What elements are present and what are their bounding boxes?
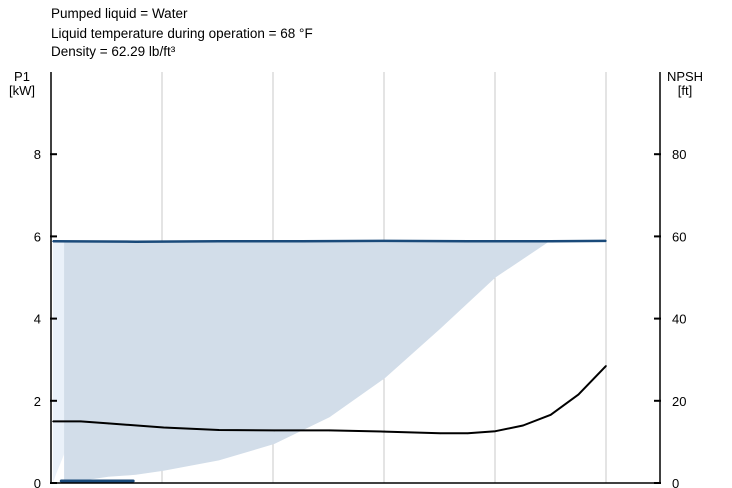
power-point-2 — [218, 240, 220, 243]
right-tick-label-2: 40 — [672, 312, 686, 327]
power-curve — [52, 239, 607, 243]
right-tick-label-1: 20 — [672, 394, 686, 409]
left-tick-label-1: 2 — [34, 394, 41, 409]
left-tick-label-4: 8 — [34, 147, 41, 162]
left-axis-title: P1 [kW] — [2, 70, 42, 98]
npsh-point-11 — [522, 424, 524, 427]
power-point-7 — [605, 240, 607, 242]
areas — [53, 240, 607, 483]
series — [52, 239, 607, 483]
left-tick-label-2: 4 — [34, 312, 41, 327]
power-point-0 — [52, 240, 54, 243]
npsh-point-1 — [79, 420, 82, 423]
npsh-point-3 — [162, 426, 165, 429]
npsh-point-5 — [273, 429, 276, 432]
right-tick-label-3: 60 — [672, 229, 686, 244]
right-tick-label-4: 80 — [672, 147, 686, 162]
info-liquid-temperature: Liquid temperature during operation = 68… — [51, 26, 313, 41]
power-point-6 — [549, 240, 552, 243]
power-point-4 — [384, 240, 386, 242]
power-point-5 — [467, 240, 469, 243]
right-axis-unit: [ft] — [677, 83, 693, 98]
left-axis-label: P1 — [14, 69, 30, 84]
npsh-point-12 — [549, 414, 552, 416]
npsh-point-6 — [328, 429, 331, 432]
right-tick-label-0: 0 — [672, 476, 679, 488]
npsh-point-10 — [494, 430, 497, 433]
right-axis-title: NPSH [ft] — [664, 70, 706, 98]
npsh-point-9 — [467, 432, 469, 435]
npsh-point-14 — [605, 365, 607, 367]
npsh-point-7 — [384, 430, 386, 433]
power-point-1 — [135, 240, 137, 243]
right-axis-label: NPSH — [666, 69, 704, 84]
left-axis-unit: [kW] — [9, 83, 35, 98]
info-density: Density = 62.29 lb/ft³ — [51, 44, 176, 59]
info-pumped-liquid: Pumped liquid = Water — [51, 6, 188, 21]
npsh-point-2 — [107, 422, 110, 425]
npsh-point-13 — [577, 393, 580, 396]
power-point-3 — [301, 240, 303, 243]
left-tick-label-0: 0 — [34, 476, 41, 488]
npsh-point-8 — [439, 432, 441, 435]
npsh-point-0 — [52, 420, 54, 423]
left-tick-label-3: 6 — [34, 229, 41, 244]
operating-area-1 — [64, 240, 607, 483]
npsh-point-4 — [218, 429, 220, 431]
